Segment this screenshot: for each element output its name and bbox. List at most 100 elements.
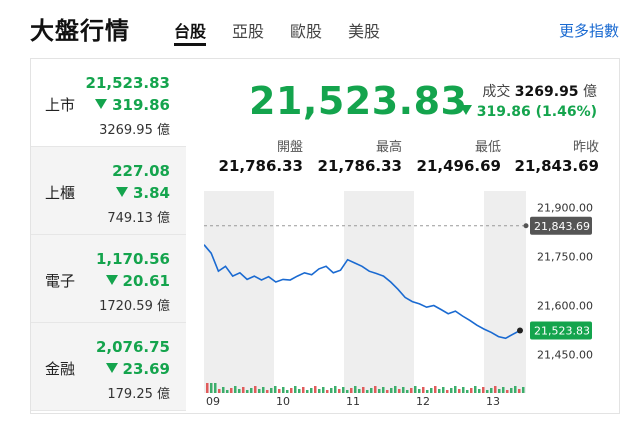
sidebar-item-volume: 1720.59 億 <box>99 299 170 314</box>
volume-bar <box>362 387 365 393</box>
hour-band <box>484 191 526 393</box>
volume-bar <box>378 389 381 393</box>
last-price-label: 21,523.83 <box>534 324 590 337</box>
ohlc-low: 最低 21,496.69 <box>401 136 501 175</box>
y-tick-label: 21,600.00 <box>537 300 593 313</box>
volume-bar <box>238 389 241 393</box>
sidebar-item-change: 20.61 <box>105 272 170 290</box>
tab-asia[interactable]: 亞股 <box>232 22 265 41</box>
volume-bar <box>350 388 353 393</box>
sidebar-item-change: 23.69 <box>105 360 170 378</box>
volume-bar <box>470 388 473 393</box>
change-value: 319.86 (1.46%) <box>476 104 597 120</box>
volume-bar <box>314 386 317 393</box>
sidebar-item-change: 319.86 <box>95 96 170 114</box>
volume-bar <box>490 388 493 393</box>
volume-unit: 億 <box>583 84 597 100</box>
sidebar-item-volume: 3269.95 億 <box>99 123 170 138</box>
volume-bar <box>442 387 445 393</box>
change-value: 319.86 <box>112 96 170 114</box>
sidebar-item-price: 21,523.83 <box>85 74 170 92</box>
volume-bar <box>234 386 237 393</box>
volume-bar <box>330 388 333 393</box>
hour-band <box>344 191 414 393</box>
volume-bar <box>390 388 393 393</box>
trade-volume: 成交 3269.95 億 <box>482 81 597 101</box>
volume-bar <box>266 390 269 393</box>
volume-bar <box>286 390 289 393</box>
sidebar-item-label: 金融 <box>45 360 76 378</box>
change-value: 20.61 <box>122 272 170 290</box>
sidebar-item-electronics[interactable]: 電子 1,170.56 20.61 1720.59 億 <box>31 235 186 323</box>
ohlc-label: 最高 <box>375 140 402 155</box>
volume-bar <box>278 389 281 393</box>
tab-europe[interactable]: 歐股 <box>290 22 323 41</box>
volume-bar <box>406 390 409 393</box>
tab-us[interactable]: 美股 <box>348 22 381 41</box>
volume-bar <box>334 386 337 393</box>
more-indices-link[interactable]: 更多指數 <box>558 22 619 40</box>
change-value: 3.84 <box>132 184 170 202</box>
volume-bar <box>394 386 397 393</box>
volume-bar <box>494 386 497 393</box>
index-price: 21,523.83 <box>249 79 468 123</box>
hour-band <box>414 191 484 393</box>
volume-bar <box>506 390 509 393</box>
volume-bar <box>346 390 349 393</box>
volume-bar <box>478 389 481 393</box>
volume-bar <box>258 389 261 393</box>
volume-label: 成交 <box>482 84 511 100</box>
ohlc-value: 21,843.69 <box>514 157 599 175</box>
ohlc-prev-close: 昨收 21,843.69 <box>499 136 599 175</box>
down-triangle-icon <box>105 363 118 373</box>
down-triangle-icon <box>105 275 118 285</box>
volume-bar <box>270 388 273 393</box>
volume-bar <box>466 390 469 393</box>
volume-bar <box>426 390 429 393</box>
hour-band <box>204 191 274 393</box>
ohlc-value: 21,786.33 <box>317 157 402 175</box>
sidebar-item-volume: 749.13 億 <box>107 211 170 226</box>
volume-bar <box>370 388 373 393</box>
volume-bar <box>322 387 325 393</box>
volume-bar <box>402 387 405 393</box>
volume-bar <box>262 387 265 393</box>
volume-bar <box>474 386 477 393</box>
tab-taiwan[interactable]: 台股 <box>174 18 207 46</box>
ohlc-label: 最低 <box>474 140 501 155</box>
sidebar-item-change: 3.84 <box>115 184 170 202</box>
y-tick-label: 21,900.00 <box>537 201 593 214</box>
sidebar-item-volume: 179.25 億 <box>107 387 170 402</box>
x-tick-label: 12 <box>416 395 430 408</box>
volume-bar <box>386 390 389 393</box>
x-tick-label: 10 <box>276 395 290 408</box>
volume-bar <box>290 388 293 393</box>
volume-bar <box>454 386 457 393</box>
sidebar-item-price: 2,076.75 <box>95 338 170 356</box>
volume-bar <box>514 386 517 393</box>
volume-bar <box>462 387 465 393</box>
sidebar-item-finance[interactable]: 金融 2,076.75 23.69 179.25 億 <box>31 323 186 411</box>
volume-bar <box>294 386 297 393</box>
ohlc-label: 昨收 <box>572 140 599 155</box>
page-title: 大盤行情 <box>30 17 130 45</box>
ohlc-high: 最高 21,786.33 <box>302 136 402 175</box>
hour-band <box>274 191 344 393</box>
sidebar-item-otc[interactable]: 上櫃 227.08 3.84 749.13 億 <box>31 147 186 235</box>
sidebar-item-listed[interactable]: 上市 21,523.83 319.86 3269.95 億 <box>31 59 186 147</box>
volume-bar <box>366 390 369 393</box>
sidebar-item-label: 上市 <box>45 96 76 114</box>
volume-bar <box>486 390 489 393</box>
last-price-dot <box>517 327 523 334</box>
x-tick-label: 11 <box>346 395 360 408</box>
sidebar-item-label: 電子 <box>45 272 76 290</box>
ohlc-value: 21,786.33 <box>218 157 303 175</box>
change-value: 23.69 <box>122 360 170 378</box>
volume-bar <box>210 383 213 393</box>
volume-bar <box>450 388 453 393</box>
down-triangle-icon <box>115 187 128 197</box>
index-change: 319.86 (1.46%) <box>459 104 597 120</box>
volume-bar <box>302 387 305 393</box>
down-triangle-icon <box>459 105 472 115</box>
sidebar-item-price: 1,170.56 <box>95 250 170 268</box>
